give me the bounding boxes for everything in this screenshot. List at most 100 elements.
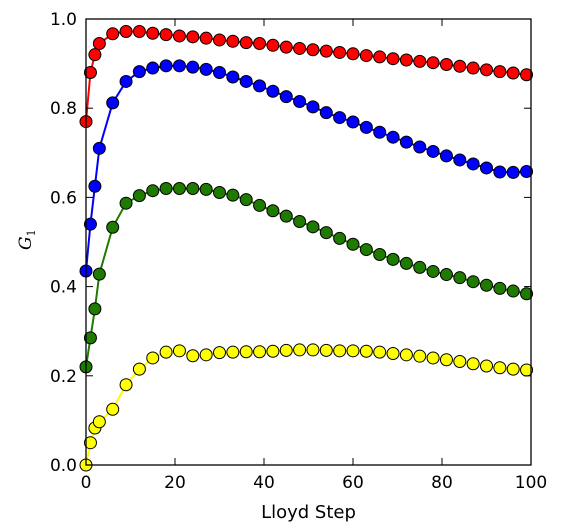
series-1-point bbox=[306, 43, 320, 57]
series-1-point bbox=[346, 47, 360, 61]
series-2 bbox=[79, 59, 534, 278]
series-1-point bbox=[359, 49, 373, 63]
series-1-point bbox=[453, 59, 467, 73]
series-1-point bbox=[386, 52, 400, 66]
series-4-point bbox=[466, 357, 480, 371]
series-2-point bbox=[453, 153, 467, 167]
series-1 bbox=[79, 24, 534, 129]
series-1-point bbox=[186, 30, 200, 44]
series-3-point bbox=[333, 231, 347, 245]
series-3-point bbox=[213, 185, 226, 199]
series-2-point bbox=[239, 74, 253, 88]
series-4-point bbox=[346, 344, 360, 358]
series-1-point bbox=[279, 40, 293, 54]
series-1-point bbox=[333, 45, 347, 59]
series-2-point bbox=[373, 125, 387, 139]
series-4-point bbox=[453, 355, 467, 369]
series-1-point bbox=[373, 50, 387, 64]
series-4-point bbox=[413, 349, 427, 363]
series-4-point bbox=[132, 362, 146, 376]
series-3-point bbox=[493, 281, 507, 295]
series-1-point bbox=[146, 26, 160, 40]
series-4-point bbox=[92, 415, 106, 429]
series-2-point bbox=[132, 65, 146, 79]
series-2-point bbox=[319, 106, 333, 120]
series-3-point bbox=[146, 184, 160, 198]
series-2-point bbox=[306, 100, 320, 114]
axis-ticks: 0 20 40 60 80 100 0.0 0.2 0.4 0.6 0.8 1.0 bbox=[50, 10, 547, 493]
series-3-point bbox=[239, 193, 253, 207]
y-axis-label-main: G bbox=[16, 236, 36, 250]
series-4-point bbox=[319, 343, 333, 357]
series-2-point bbox=[279, 90, 293, 104]
series-2-point bbox=[466, 157, 480, 171]
y-tick-label: 0.0 bbox=[50, 456, 77, 476]
series-1-point bbox=[253, 37, 267, 51]
series-2-point bbox=[413, 140, 427, 154]
series-4-point bbox=[83, 436, 97, 450]
series-2-point bbox=[399, 135, 413, 149]
series-4-point bbox=[293, 343, 307, 357]
series-3-point bbox=[253, 198, 267, 212]
series-1-point bbox=[92, 37, 106, 51]
series-4-point bbox=[279, 343, 293, 357]
series-2-point bbox=[253, 79, 267, 93]
series-2-point bbox=[83, 217, 97, 231]
series-2-point bbox=[266, 84, 280, 98]
series-1-point bbox=[506, 66, 520, 80]
series-3-point bbox=[226, 188, 240, 202]
series-4-point bbox=[493, 361, 507, 375]
x-tick-label: 20 bbox=[164, 473, 186, 493]
plot-area bbox=[79, 24, 534, 472]
series-1-point bbox=[106, 27, 120, 41]
series-3-point bbox=[106, 220, 120, 234]
series-4-point bbox=[213, 346, 226, 360]
series-3-point bbox=[480, 278, 493, 292]
series-2-point bbox=[106, 96, 120, 110]
series-1-point bbox=[520, 68, 534, 82]
series-3-point bbox=[439, 268, 453, 282]
series-2-point bbox=[493, 165, 507, 179]
x-tick-label: 60 bbox=[342, 473, 364, 493]
series-2-point bbox=[359, 120, 373, 134]
series-3-point bbox=[293, 214, 307, 228]
series-2-point bbox=[88, 179, 102, 193]
series-2-point bbox=[480, 161, 493, 175]
series-2-point bbox=[520, 165, 534, 179]
series-3-point bbox=[466, 275, 480, 289]
series-3-point bbox=[399, 256, 413, 270]
series-1-point bbox=[426, 56, 440, 70]
series-3-point bbox=[319, 226, 333, 240]
series-2-point bbox=[172, 59, 186, 73]
series-4-point bbox=[306, 343, 320, 357]
series-3-point bbox=[346, 237, 360, 251]
series-3-point bbox=[359, 243, 373, 257]
y-axis-label-subscript: 1 bbox=[25, 229, 38, 236]
series-4-point bbox=[146, 351, 160, 365]
series-1-point bbox=[266, 38, 280, 52]
series-2-point bbox=[333, 111, 347, 125]
series-2-point bbox=[199, 62, 213, 76]
series-3-point bbox=[88, 302, 102, 316]
x-axis-label: Lloyd Step bbox=[261, 502, 356, 523]
series-3 bbox=[79, 181, 534, 374]
series-4-point bbox=[426, 351, 440, 365]
x-tick-label: 40 bbox=[253, 473, 275, 493]
y-tick-label: 1.0 bbox=[50, 10, 77, 30]
plot-frame bbox=[85, 18, 532, 466]
series-2-point bbox=[226, 70, 240, 84]
series-3-point bbox=[426, 264, 440, 278]
series-3-point bbox=[279, 209, 293, 223]
x-tick-label: 80 bbox=[431, 473, 453, 493]
series-3-point bbox=[199, 182, 213, 196]
series-1-point bbox=[239, 36, 253, 50]
series-4-point bbox=[172, 344, 186, 358]
series-2-point bbox=[92, 141, 106, 155]
series-1-point bbox=[213, 33, 226, 47]
series-3-point bbox=[172, 181, 186, 195]
series-3-point bbox=[373, 247, 387, 261]
series-1-point bbox=[159, 28, 173, 42]
series-3-point bbox=[413, 260, 427, 274]
series-1-point bbox=[466, 61, 480, 75]
